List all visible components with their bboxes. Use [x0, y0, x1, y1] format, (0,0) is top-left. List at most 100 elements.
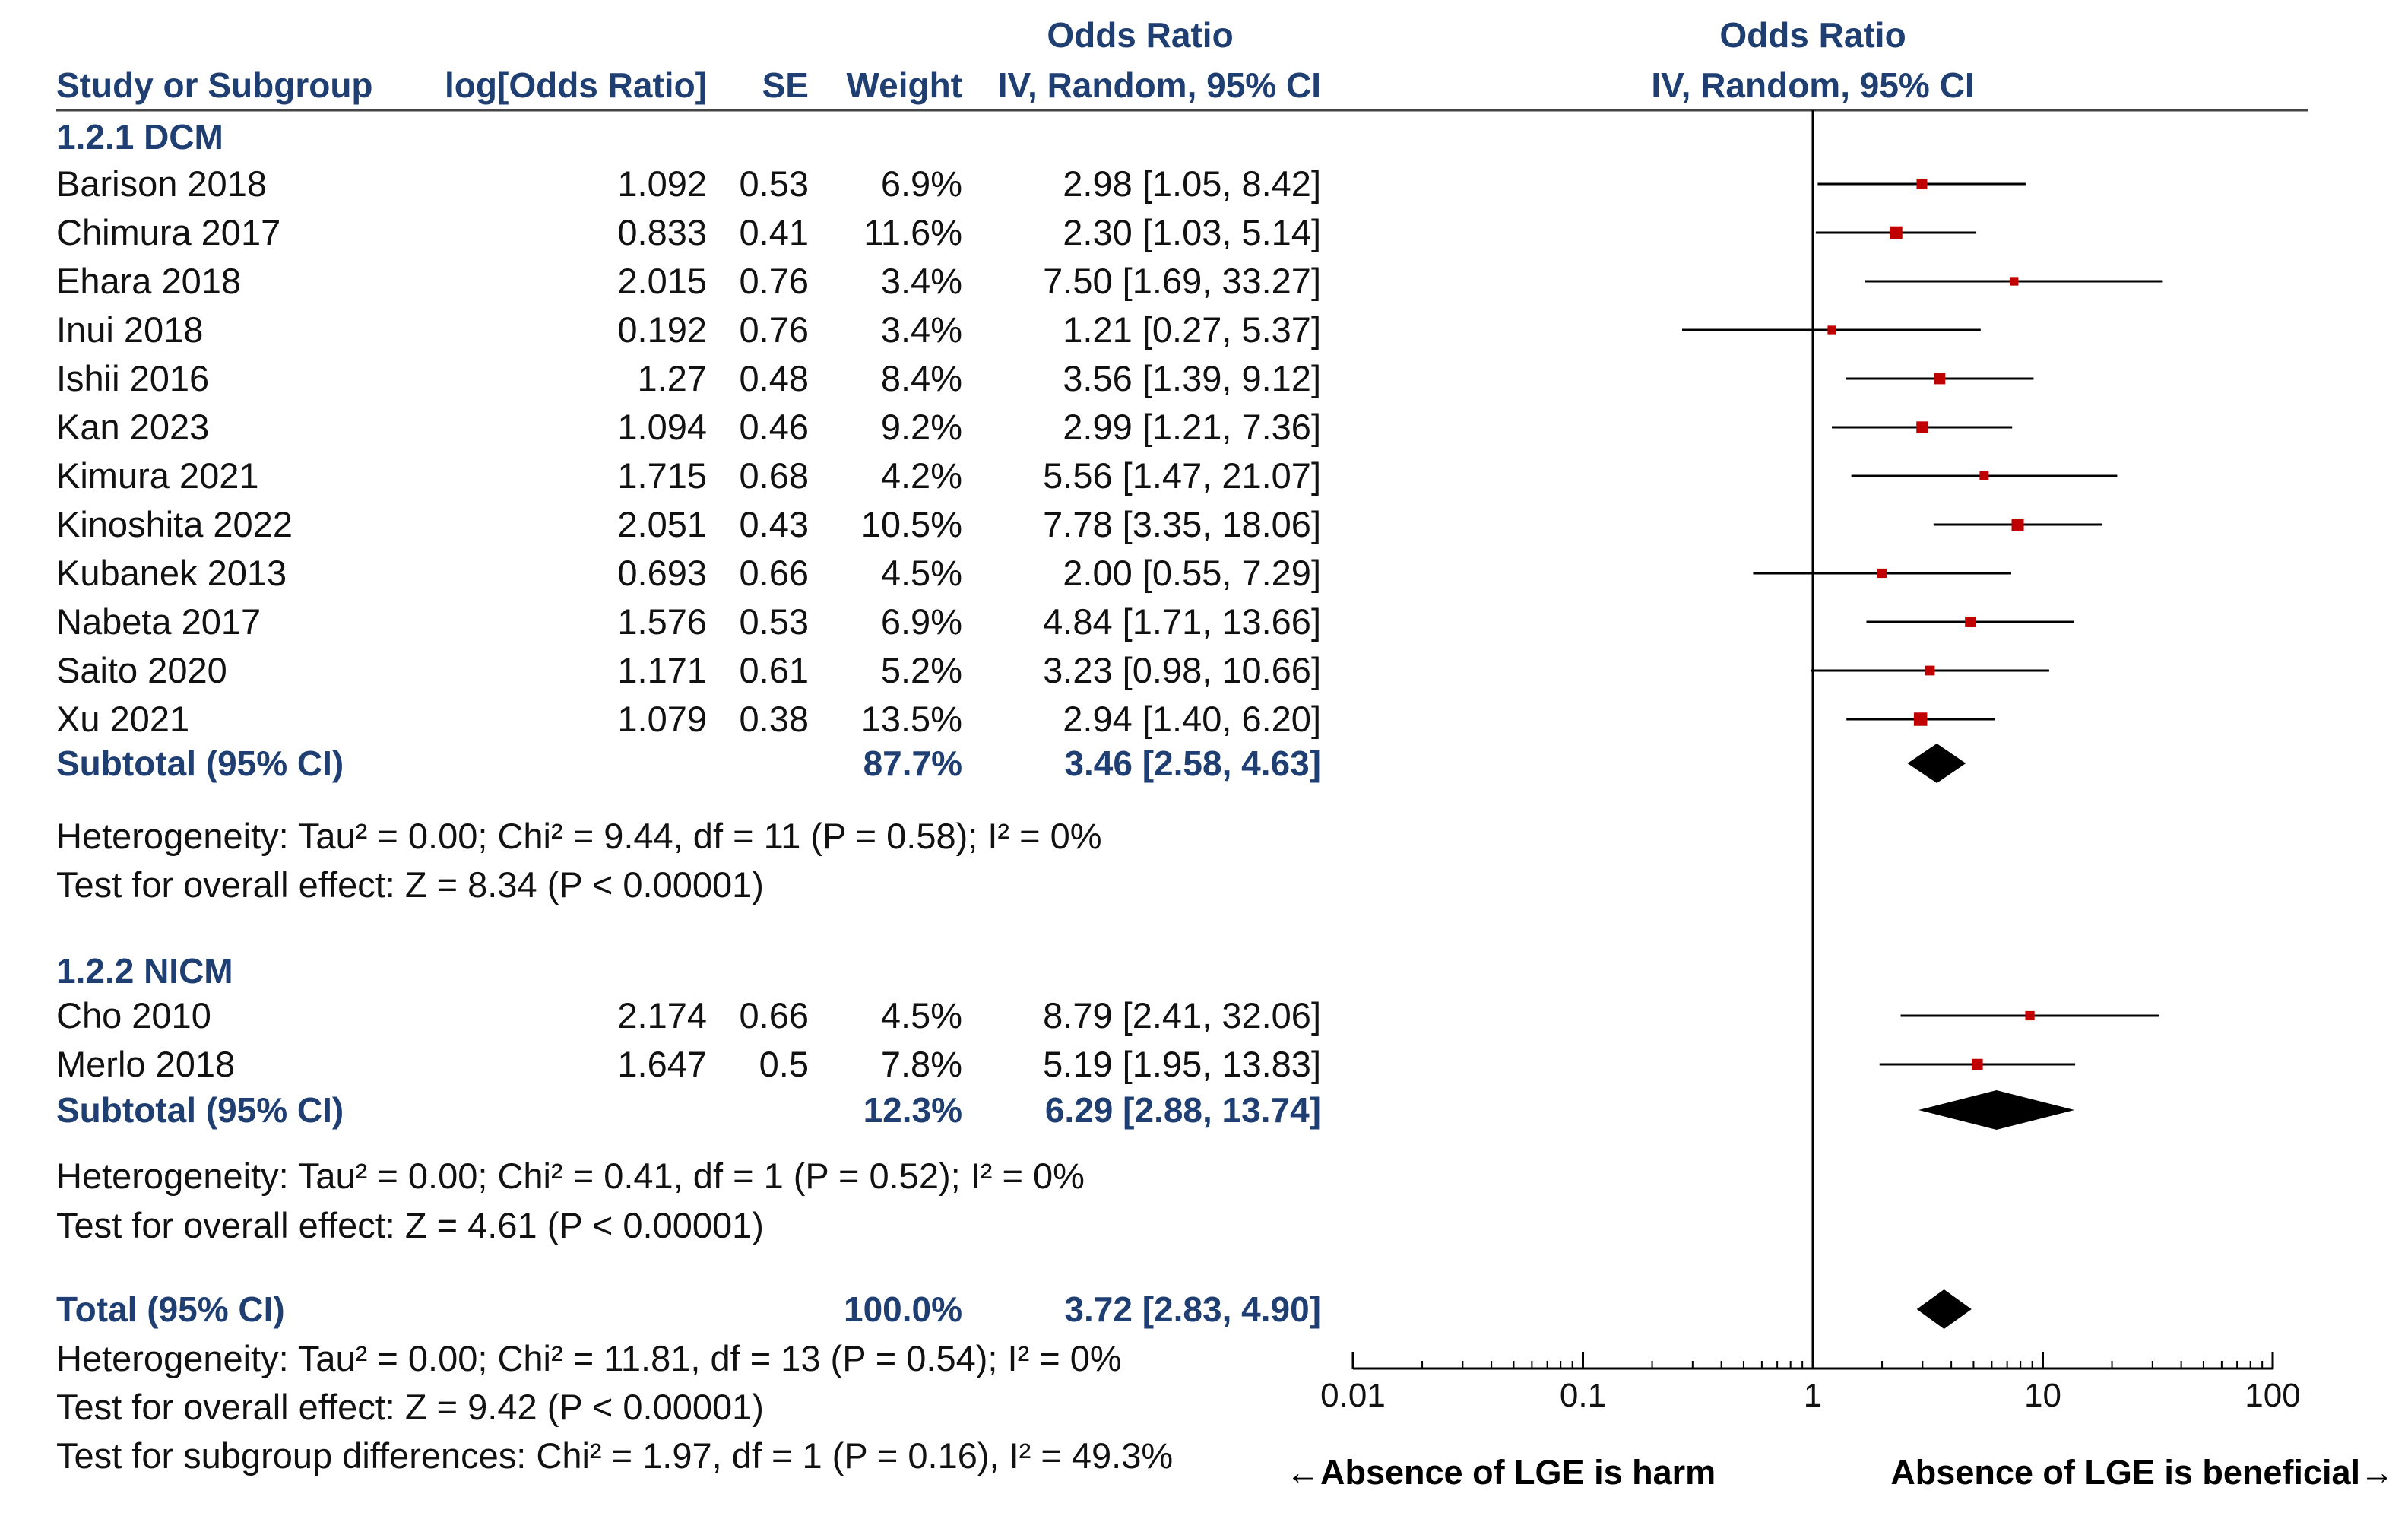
study-logor: 1.576	[617, 601, 707, 642]
study-se: 0.5	[759, 1044, 809, 1084]
study-weight: 7.8%	[881, 1044, 962, 1084]
study-weight: 13.5%	[861, 699, 962, 739]
study-name: Ehara 2018	[56, 261, 241, 301]
study-logor: 2.015	[617, 261, 707, 301]
study-weight: 11.6%	[863, 212, 962, 252]
subtotal-weight: 12.3%	[863, 1090, 962, 1130]
study-point	[2025, 1010, 2035, 1021]
study-weight: 4.5%	[881, 553, 962, 593]
study-se: 0.43	[740, 504, 809, 544]
study-weight: 4.2%	[881, 455, 962, 496]
favours-left-label: ←Absence of LGE is harm	[1286, 1453, 1716, 1492]
total-heterogeneity: Heterogeneity: Tau² = 0.00; Chi² = 11.81…	[56, 1338, 1122, 1378]
study-point	[1890, 226, 1903, 239]
study-ci: 3.23 [0.98, 10.66]	[1043, 650, 1321, 690]
study-name: Chimura 2017	[56, 212, 280, 252]
study-se: 0.41	[740, 212, 809, 252]
col-header-ci: IV, Random, 95% CI	[998, 65, 1321, 105]
study-weight: 8.4%	[881, 358, 962, 398]
col-header-odds-ratio: Odds Ratio	[1047, 15, 1233, 55]
plot-header-title: Odds Ratio	[1719, 15, 1906, 55]
study-name: Ishii 2016	[56, 358, 209, 398]
study-point	[1913, 712, 1928, 726]
study-se: 0.48	[740, 358, 809, 398]
study-logor: 2.174	[617, 995, 707, 1036]
study-ci: 2.94 [1.40, 6.20]	[1063, 699, 1321, 739]
study-point	[1916, 421, 1928, 433]
study-ci: 1.21 [0.27, 5.37]	[1063, 309, 1321, 350]
study-name: Barison 2018	[56, 163, 267, 204]
study-point	[1934, 373, 1946, 385]
favours-right-label: Absence of LGE is beneficial→	[1890, 1453, 2394, 1492]
study-name: Cho 2010	[56, 995, 211, 1036]
col-header-se: SE	[762, 65, 809, 105]
study-point	[1827, 325, 1836, 335]
study-logor: 1.171	[617, 650, 707, 690]
subgroup-heterogeneity: Heterogeneity: Tau² = 0.00; Chi² = 0.41,…	[56, 1156, 1085, 1196]
x-tick-label: 0.01	[1320, 1377, 1386, 1414]
subtotal-weight: 87.7%	[863, 744, 962, 783]
study-weight: 9.2%	[881, 407, 962, 447]
study-logor: 1.092	[617, 163, 707, 204]
col-header-weight: Weight	[847, 65, 962, 105]
x-tick-label: 0.1	[1560, 1377, 1606, 1414]
study-ci: 4.84 [1.71, 13.66]	[1043, 601, 1321, 642]
plot-header-subtitle: IV, Random, 95% CI	[1651, 65, 1974, 105]
subtotal-ci: 6.29 [2.88, 13.74]	[1045, 1090, 1321, 1130]
study-se: 0.61	[740, 650, 809, 690]
subtotal-label: Subtotal (95% CI)	[56, 744, 344, 783]
study-point	[2010, 277, 2019, 286]
subgroup-overall-effect: Test for overall effect: Z = 8.34 (P < 0…	[56, 864, 764, 905]
study-name: Kubanek 2013	[56, 553, 287, 593]
study-name: Merlo 2018	[56, 1044, 235, 1084]
study-weight: 3.4%	[881, 309, 962, 350]
study-point	[1979, 471, 1989, 480]
total-diamond	[1916, 1289, 1972, 1329]
subtotal-diamond	[1907, 744, 1966, 783]
study-ci: 5.19 [1.95, 13.83]	[1043, 1044, 1321, 1084]
study-ci: 2.99 [1.21, 7.36]	[1063, 407, 1321, 447]
study-weight: 6.9%	[881, 163, 962, 204]
study-se: 0.46	[740, 407, 809, 447]
x-tick-label: 100	[2245, 1377, 2300, 1414]
subgroup-label: 1.2.1 DCM	[56, 117, 223, 157]
study-ci: 2.98 [1.05, 8.42]	[1063, 163, 1321, 204]
study-logor: 1.647	[617, 1044, 707, 1084]
study-logor: 2.051	[617, 504, 707, 544]
study-se: 0.53	[740, 163, 809, 204]
study-se: 0.66	[740, 553, 809, 593]
subtotal-diamond	[1918, 1090, 2075, 1130]
col-header-study: Study or Subgroup	[56, 65, 373, 105]
study-logor: 1.27	[638, 358, 707, 398]
study-name: Inui 2018	[56, 309, 203, 350]
subgroup-overall-effect: Test for overall effect: Z = 4.61 (P < 0…	[56, 1205, 764, 1245]
study-point	[1916, 179, 1928, 189]
study-logor: 1.715	[617, 455, 707, 496]
study-point	[1972, 1058, 1983, 1070]
study-se: 0.38	[740, 699, 809, 739]
study-logor: 0.693	[617, 553, 707, 593]
study-point	[1877, 568, 1887, 579]
study-se: 0.53	[740, 601, 809, 642]
study-logor: 1.094	[617, 407, 707, 447]
col-header-logor: log[Odds Ratio]	[445, 65, 707, 105]
total-ci: 3.72 [2.83, 4.90]	[1064, 1289, 1321, 1329]
total-overall-effect: Test for overall effect: Z = 9.42 (P < 0…	[56, 1387, 764, 1427]
study-weight: 10.5%	[861, 504, 962, 544]
study-logor: 1.079	[617, 699, 707, 739]
study-name: Saito 2020	[56, 650, 227, 690]
subtotal-ci: 3.46 [2.58, 4.63]	[1064, 744, 1321, 783]
study-weight: 5.2%	[881, 650, 962, 690]
study-point	[2011, 518, 2024, 531]
study-logor: 0.192	[617, 309, 707, 350]
study-ci: 8.79 [2.41, 32.06]	[1043, 995, 1321, 1036]
study-se: 0.68	[740, 455, 809, 496]
study-point	[1965, 617, 1976, 627]
study-ci: 7.50 [1.69, 33.27]	[1043, 261, 1321, 301]
total-label: Total (95% CI)	[56, 1289, 285, 1329]
subtotal-label: Subtotal (95% CI)	[56, 1090, 344, 1130]
study-weight: 3.4%	[881, 261, 962, 301]
study-se: 0.76	[740, 261, 809, 301]
subgroup-differences: Test for subgroup differences: Chi² = 1.…	[56, 1435, 1173, 1476]
